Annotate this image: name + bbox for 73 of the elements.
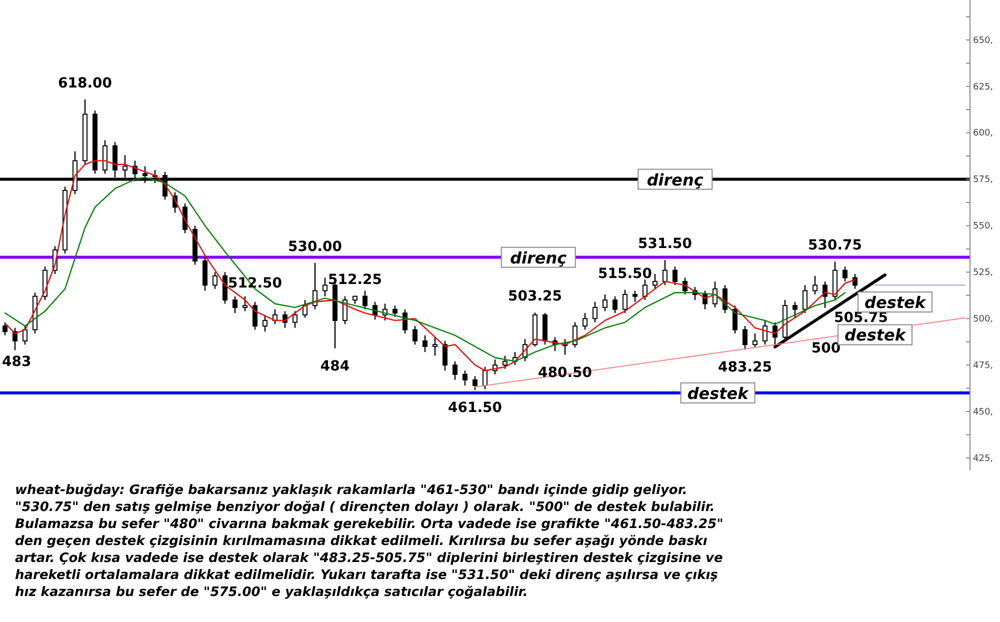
candlestick bbox=[592, 301, 598, 323]
candlestick bbox=[602, 294, 608, 312]
candlestick bbox=[472, 376, 478, 391]
ref-line-label: direnç bbox=[646, 170, 704, 190]
candlestick bbox=[392, 304, 398, 318]
annotation: 531.50 bbox=[638, 236, 692, 252]
annotation: 500 bbox=[811, 340, 841, 357]
annotation: 503.25 bbox=[508, 288, 562, 305]
y-tick-label: 625, bbox=[973, 82, 994, 92]
annotation: destek bbox=[864, 293, 927, 312]
annotation: 512.25 bbox=[328, 272, 382, 288]
candlestick bbox=[292, 310, 298, 328]
annotation: 480.50 bbox=[538, 364, 592, 381]
y-tick-label: 475, bbox=[973, 360, 994, 371]
ref-line-label: destek bbox=[687, 384, 750, 403]
ref-line-label: direnç bbox=[510, 248, 568, 268]
candlestick bbox=[642, 278, 648, 301]
candlestick bbox=[812, 275, 818, 296]
candlestick bbox=[632, 290, 638, 302]
candlestick bbox=[612, 296, 618, 314]
annotation: 484 bbox=[320, 358, 350, 374]
candlestick bbox=[502, 355, 508, 370]
candlestick bbox=[762, 320, 768, 346]
candlestick bbox=[672, 266, 678, 286]
annotation: 483 bbox=[2, 354, 32, 370]
text: wheat-buğday: Grafiğe bakarsanız yaklaşık rakamlarla "461-530" bandı içinde gidip geliyor. "530.75" den satış gelmişe benziyor doğal ( dirençten dolayı ) olarak. "500" de destek bulabilir. Bulamazsa bu sefer "480" civarına bakmak gerekebilir. Orta vadede ise grafikte "461.50-483.25" den geçen destek çizgisinin kırılmamasına dikkat edilmeli. Kırılırsa bu sefer aşağı yönde baskı artar. Çok kısa vadede ise destek olarak "483.25-505.75" diplerini birleştiren destek çizgisine ve hareketli ortalamalara dikkat edilmelidir. Yukarı tarafta ise "531.50" deki direnç aşılırsa ve çıkış hız kazanırsa bu sefer de "575.00" e yaklaşıldıkça satıcılar çoğalabilir. bbox=[15, 482, 724, 601]
candlestick bbox=[822, 280, 828, 309]
candlestick bbox=[242, 296, 248, 312]
candlestick bbox=[842, 266, 848, 282]
candlestick bbox=[182, 202, 188, 234]
candlestick bbox=[252, 301, 258, 330]
y-tick-label: 525, bbox=[973, 268, 994, 278]
candlestick bbox=[732, 304, 738, 334]
annotation: 505.75 bbox=[834, 310, 888, 326]
y-tick-label: 650, bbox=[973, 36, 994, 46]
candlestick bbox=[212, 272, 218, 290]
candlestick bbox=[442, 340, 448, 372]
annotation: 530.75 bbox=[808, 237, 862, 254]
candlestick bbox=[802, 284, 808, 314]
candlestick bbox=[792, 301, 798, 320]
candlestick bbox=[302, 299, 308, 318]
annotation: 461.50 bbox=[448, 400, 502, 416]
y-tick-label: 500, bbox=[973, 314, 994, 324]
candlestick bbox=[262, 314, 268, 332]
candlestick bbox=[22, 325, 28, 346]
candlestick bbox=[412, 325, 418, 346]
candlestick bbox=[662, 259, 668, 286]
candlestick bbox=[622, 289, 628, 314]
candlestick bbox=[2, 322, 8, 336]
annotation: 618.00 bbox=[58, 75, 112, 92]
annotation: destek bbox=[844, 326, 907, 345]
y-tick-label: 550, bbox=[973, 222, 994, 232]
annotation: 483.25 bbox=[718, 360, 772, 376]
candlestick bbox=[322, 277, 328, 297]
candlestick bbox=[422, 334, 428, 353]
candlestick bbox=[362, 290, 368, 310]
annotation: 515.50 bbox=[598, 266, 652, 282]
candlestick bbox=[582, 312, 588, 330]
candlestick bbox=[752, 332, 758, 348]
candlestick bbox=[852, 273, 858, 290]
candlestick bbox=[12, 327, 18, 351]
candlestick bbox=[482, 366, 488, 390]
y-tick-label: 425, bbox=[973, 454, 994, 464]
candlestick bbox=[462, 370, 468, 386]
candlestick bbox=[652, 273, 658, 290]
y-tick-label: 450, bbox=[973, 407, 994, 418]
y-tick-label: 575, bbox=[973, 175, 994, 186]
candlestick bbox=[432, 336, 438, 356]
candlestick bbox=[452, 360, 458, 380]
candlestick bbox=[232, 296, 238, 314]
y-tick-label: 600, bbox=[973, 128, 994, 139]
annotation: 530.00 bbox=[288, 238, 342, 255]
candlestick bbox=[742, 325, 748, 350]
